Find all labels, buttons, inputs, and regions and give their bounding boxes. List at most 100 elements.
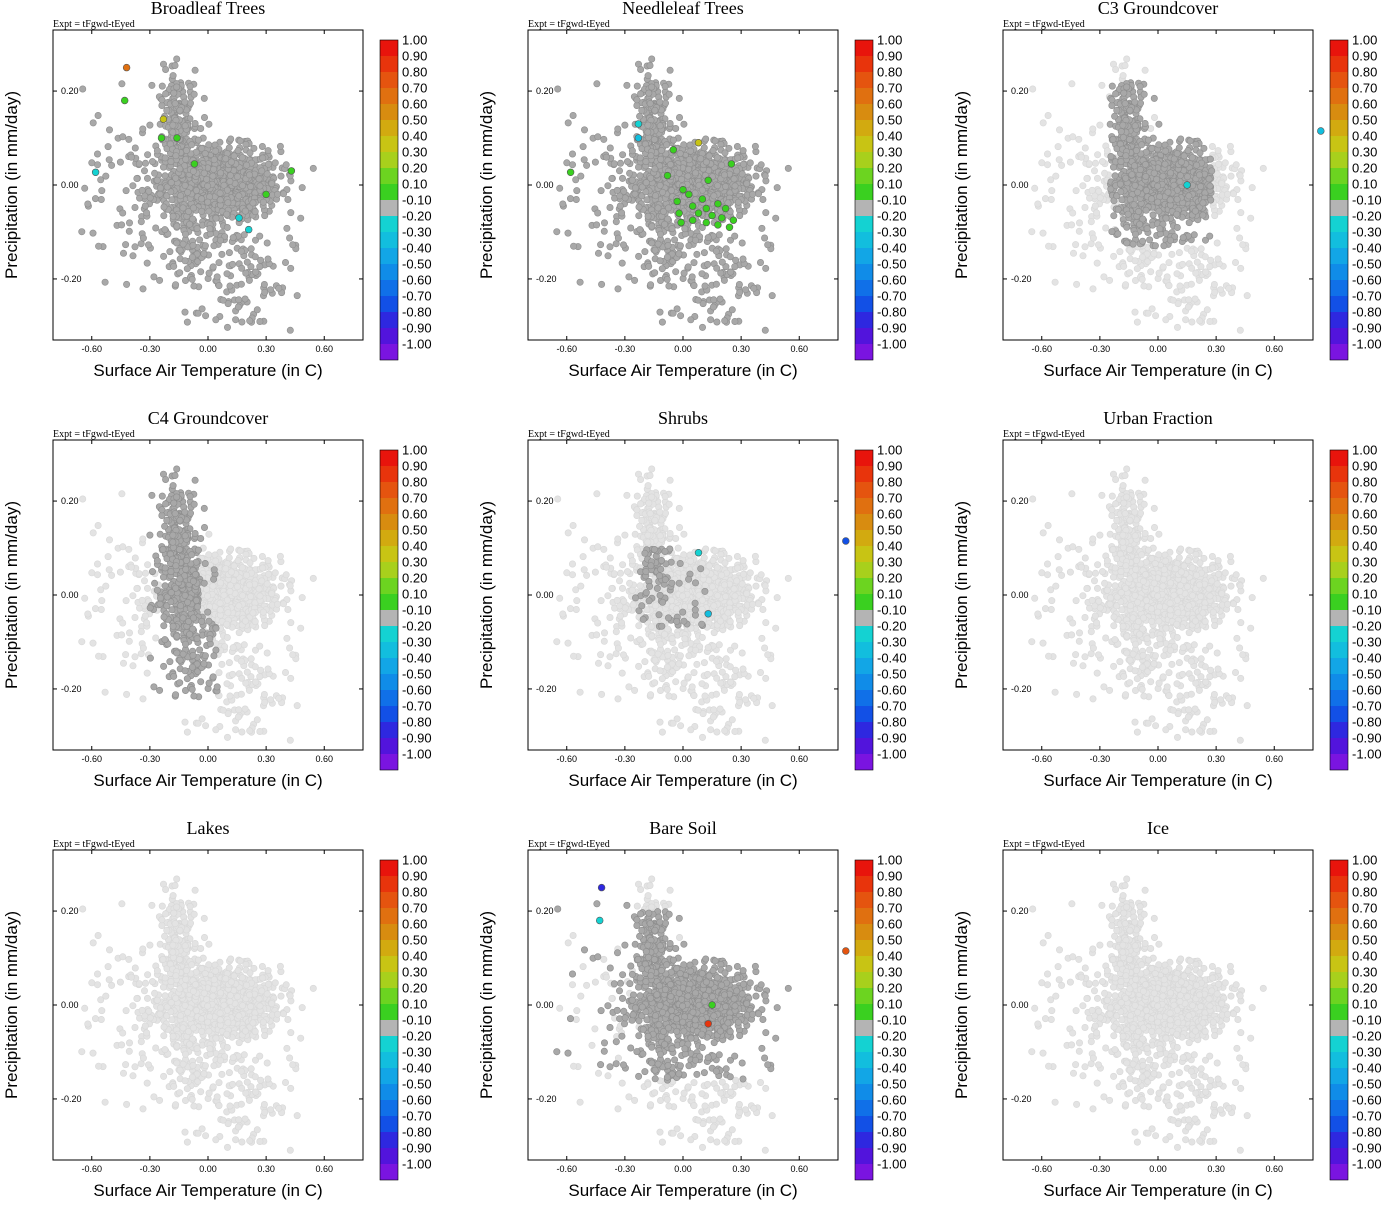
scatter-point [265, 147, 271, 153]
colorbar-label: -0.40 [1352, 240, 1382, 255]
colorbar-label: -0.50 [402, 256, 432, 271]
scatter-point [1099, 82, 1105, 88]
colorbar-label: 0.50 [877, 112, 902, 127]
scatter-point [637, 226, 643, 232]
scatter-point [172, 282, 178, 288]
scatter-point [1209, 143, 1215, 149]
scatter-point [243, 162, 249, 168]
scatter-point [183, 156, 189, 162]
scatter-point [557, 185, 563, 191]
scatter-point [1197, 318, 1203, 324]
scatter-point [237, 138, 243, 144]
scatter-point [1207, 318, 1213, 324]
scatter-point [106, 127, 112, 133]
scatter-point [157, 191, 163, 197]
data-points [79, 466, 317, 744]
scatter-point [1039, 160, 1045, 166]
scatter-point [565, 230, 571, 236]
scatter-point [1233, 162, 1239, 168]
scatter-point [276, 285, 282, 291]
scatter-point [615, 286, 621, 292]
scatter-point [159, 97, 165, 103]
scatter-point [1109, 228, 1115, 234]
scatter-point [619, 152, 625, 158]
highlight-point [158, 135, 165, 142]
scatter-point [1156, 121, 1162, 127]
scatter-point [681, 121, 687, 127]
scatter-point [1155, 199, 1161, 205]
y-tick-label: 0.20 [1011, 86, 1029, 96]
scatter-point [666, 91, 672, 97]
scatter-point [648, 84, 654, 90]
colorbar-label: 0.90 [1352, 48, 1377, 63]
scatter-point [207, 226, 213, 232]
scatter-point [1070, 250, 1076, 256]
y-tick-label: 0.00 [61, 180, 79, 190]
scatter-point [144, 260, 150, 266]
scatter-point [199, 208, 205, 214]
x-tick-label: 0.00 [199, 344, 217, 354]
scatter-point [117, 569, 123, 575]
scatter-point [1137, 100, 1143, 106]
highlight-point [567, 169, 574, 176]
scatter-point [607, 145, 613, 151]
expt-label: Expt = tFgwd-tEyed [528, 19, 610, 30]
scatter-point [647, 100, 653, 106]
scatter-point [1076, 220, 1082, 226]
scatter-point [1094, 260, 1100, 266]
scatter-point [634, 83, 640, 89]
scatter-point [752, 143, 758, 149]
scatter-point [236, 193, 242, 199]
scatter-point [198, 269, 204, 275]
scatter-point [637, 173, 643, 179]
scatter-point [659, 319, 665, 325]
scatter-point [673, 125, 679, 131]
scatter-point [721, 277, 727, 283]
scatter-point [649, 223, 655, 229]
highlight-point [715, 200, 722, 207]
scatter-point [1069, 81, 1075, 87]
scatter-point [1149, 145, 1155, 151]
scatter-point [1056, 127, 1062, 133]
colorbar-label: 0.70 [877, 80, 902, 95]
scatter-point [144, 175, 150, 181]
y-axis-label: Precipitation (in mm/day) [2, 91, 21, 279]
scatter-point [692, 197, 698, 203]
scatter-point [652, 107, 658, 113]
colorbar-swatch [380, 248, 398, 264]
scatter-point [1097, 122, 1103, 128]
scatter-point [1106, 277, 1112, 283]
scatter-point [1080, 253, 1086, 259]
colorbar-swatch [380, 72, 398, 88]
scatter-point [189, 276, 195, 282]
scatter-point [1131, 202, 1137, 208]
scatter-point [149, 82, 155, 88]
scatter-point [705, 234, 711, 240]
colorbar-label: -0.90 [877, 320, 907, 335]
scatter-point [140, 126, 146, 132]
scatter-point [160, 253, 166, 259]
scatter-point [676, 251, 682, 257]
scatter-point [669, 225, 675, 231]
scatter-point [228, 159, 234, 165]
x-tick-label: -0.30 [140, 344, 161, 354]
scatter-point [1101, 170, 1107, 176]
data-points [554, 56, 792, 334]
scatter-point [701, 145, 707, 151]
scatter-point [244, 259, 250, 265]
scatter-point [238, 248, 244, 254]
scatter-point [1235, 196, 1241, 202]
scatter-point [103, 173, 109, 179]
highlight-point [709, 212, 716, 219]
scatter-point [1093, 210, 1099, 216]
scatter-point [206, 142, 212, 148]
scatter-point [583, 162, 589, 168]
highlight-point [670, 146, 677, 153]
scatter-point [722, 183, 728, 189]
colorbar-label: -0.60 [402, 272, 432, 287]
scatter-point [168, 158, 174, 164]
scatter-point [718, 270, 724, 276]
scatter-point [1143, 207, 1149, 213]
